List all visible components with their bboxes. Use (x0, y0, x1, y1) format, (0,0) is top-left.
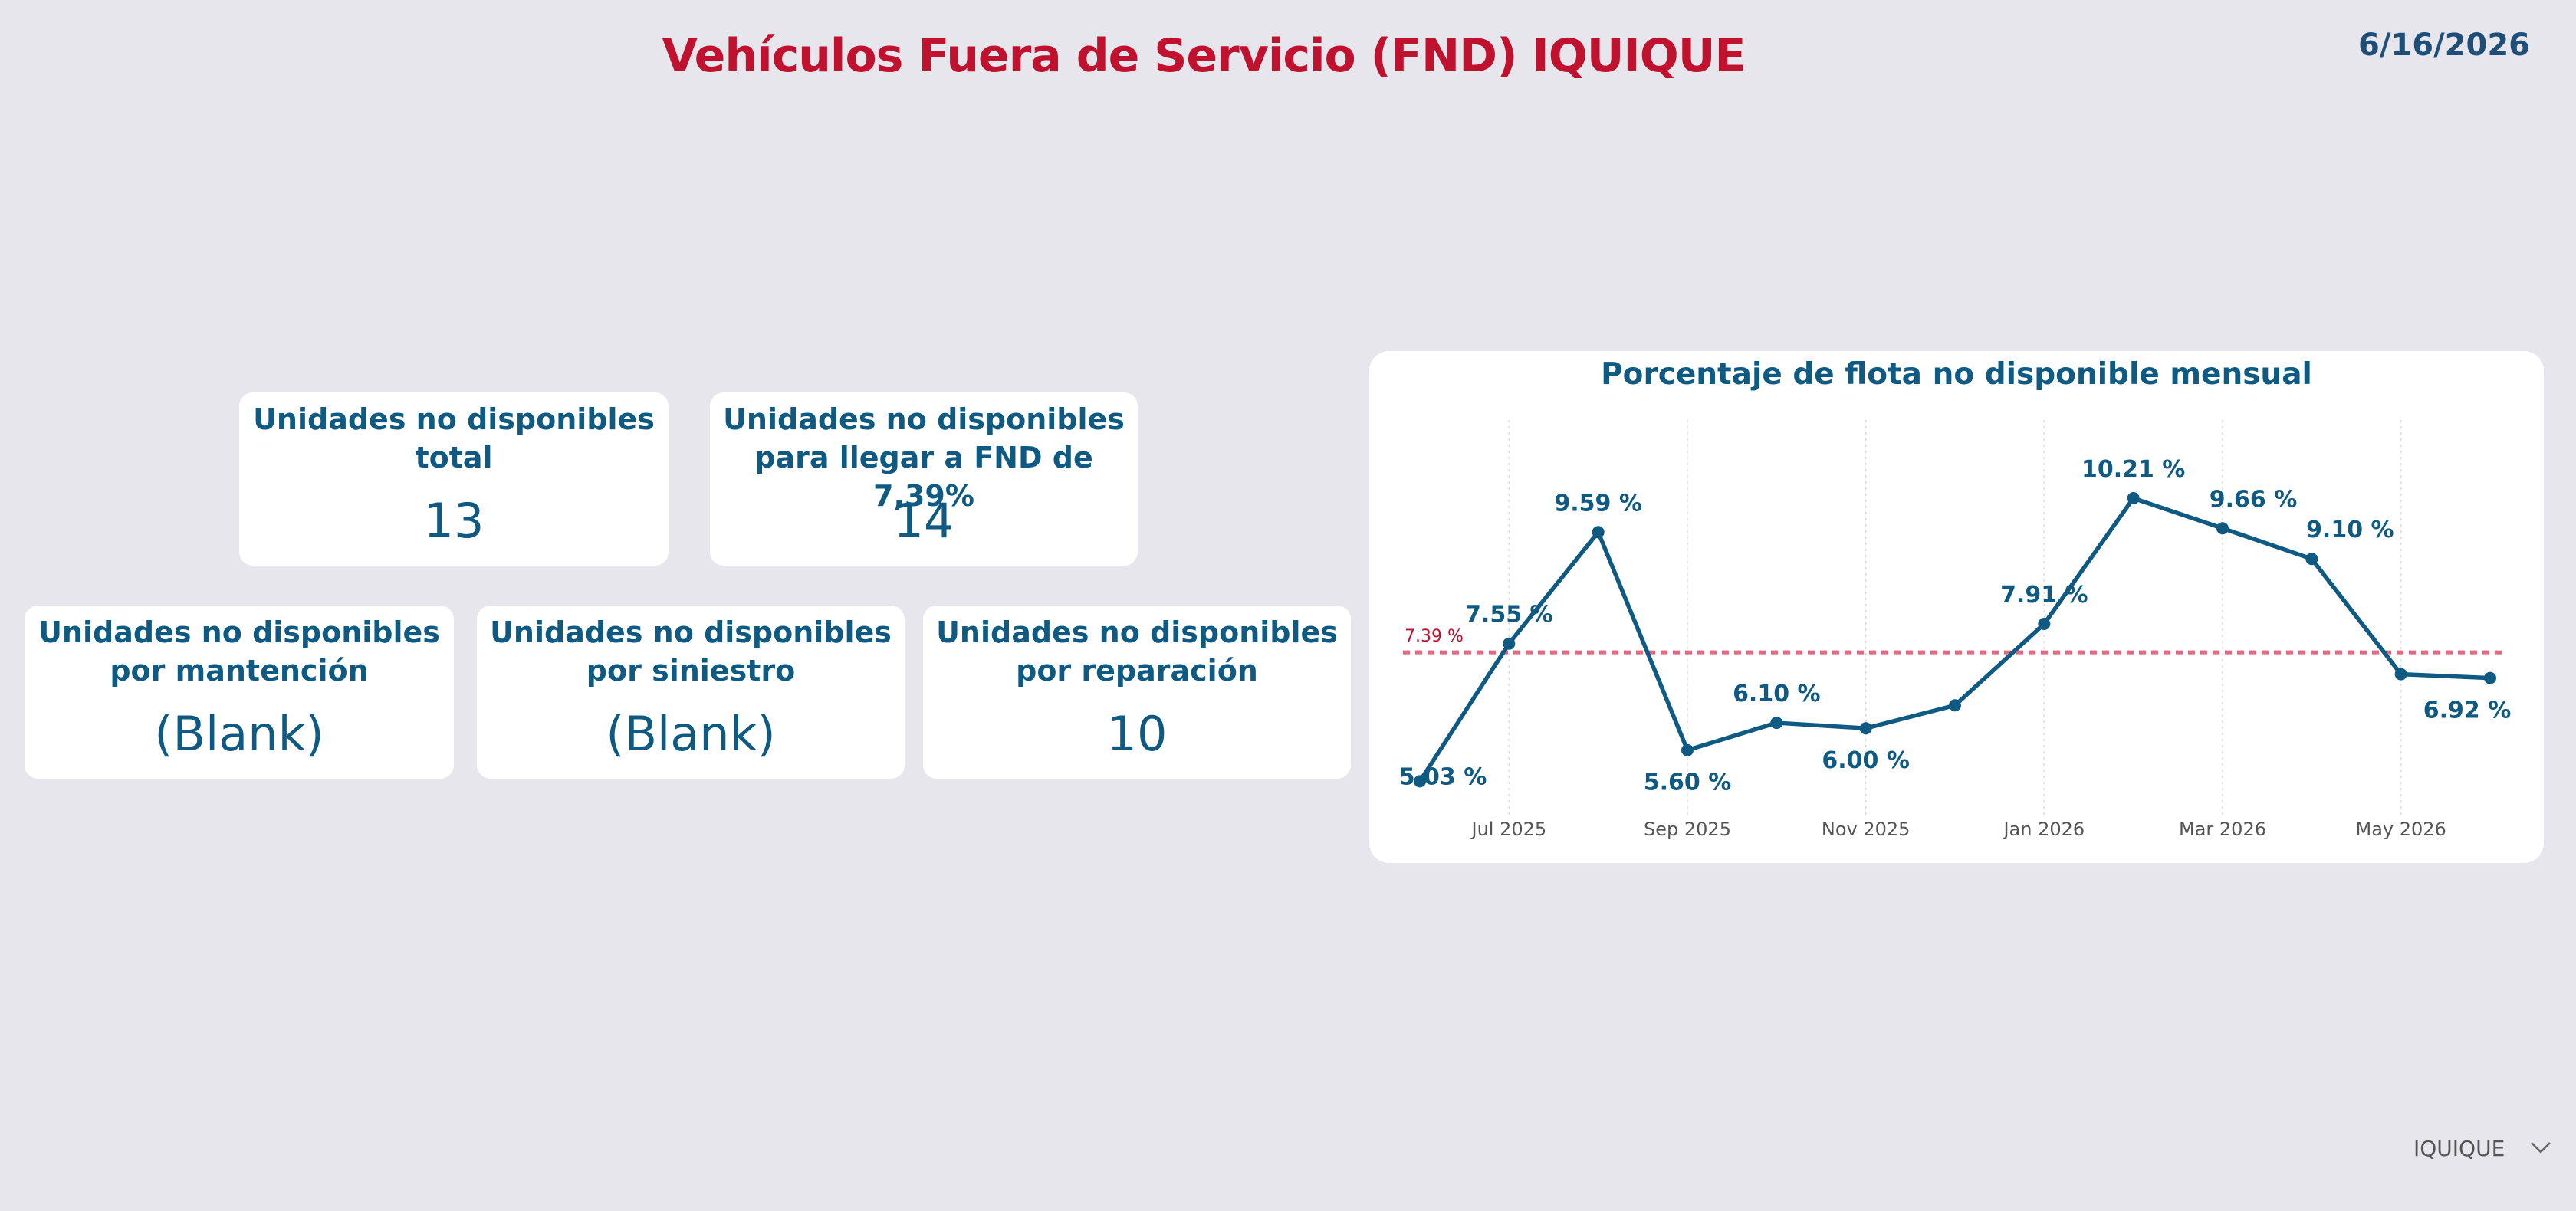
data-label: 5.60 % (1644, 770, 1732, 796)
data-point (2305, 553, 2318, 566)
card-reparacion-label-line1: Unidades no disponibles (936, 615, 1338, 649)
card-mantencion-label-line2: por mantención (110, 654, 369, 688)
card-reparacion-label: Unidades no disponibles por reparación (923, 613, 1351, 690)
card-mantencion[interactable]: Unidades no disponibles por mantención (… (25, 606, 454, 779)
data-point (1503, 637, 1516, 650)
data-point (1681, 743, 1694, 756)
card-siniestro[interactable]: Unidades no disponibles por siniestro (B… (477, 606, 905, 779)
data-point (1770, 717, 1783, 730)
data-label: 9.66 % (2210, 486, 2298, 513)
x-tick-label: May 2026 (2356, 819, 2446, 840)
card-siniestro-label-line1: Unidades no disponibles (490, 615, 892, 649)
card-target-value: 14 (893, 493, 955, 549)
card-target[interactable]: Unidades no disponibles para llegar a FN… (710, 392, 1138, 566)
card-total-label-line1: Unidades no disponibles (253, 402, 655, 436)
data-point (2038, 618, 2051, 631)
data-point (2394, 668, 2407, 681)
x-tick-label: Jan 2026 (2002, 819, 2085, 840)
card-mantencion-label-line1: Unidades no disponibles (38, 615, 440, 649)
card-target-label-line2: para llegar a FND de 7,39% (754, 441, 1093, 513)
card-mantencion-value: (Blank) (154, 706, 324, 762)
card-reparacion-label-line2: por reparación (1016, 654, 1258, 688)
data-label: 10.21 % (2082, 456, 2185, 483)
card-siniestro-label-line2: por siniestro (586, 654, 796, 688)
data-point (1592, 526, 1605, 539)
card-siniestro-value: (Blank) (606, 706, 776, 762)
chart-card[interactable]: Porcentaje de flota no disponible mensua… (1369, 351, 2544, 863)
card-reparacion[interactable]: Unidades no disponibles por reparación 1… (923, 606, 1351, 779)
chart-title: Porcentaje de flota no disponible mensua… (1601, 357, 2312, 392)
report-date: 6/16/2026 (2358, 28, 2530, 63)
reference-line-label: 7.39 % (1405, 627, 1464, 646)
card-target-label-line1: Unidades no disponibles (723, 402, 1125, 436)
card-total-value: 13 (423, 493, 485, 549)
data-label: 9.59 % (1554, 490, 1642, 517)
line-chart[interactable]: Jul 2025 Sep 2025 Nov 2025 Jan 2026 Mar 2026… (1369, 351, 2544, 863)
card-total[interactable]: Unidades no disponibles total 13 (239, 392, 669, 566)
card-siniestro-label: Unidades no disponibles por siniestro (477, 613, 905, 690)
card-total-label: Unidades no disponibles total (239, 400, 669, 477)
data-point (2127, 492, 2140, 505)
data-point (2484, 671, 2496, 684)
data-point (2216, 522, 2229, 535)
region-slicer-value[interactable]: IQUIQUE (2413, 1136, 2505, 1161)
card-target-label: Unidades no disponibles para llegar a FN… (710, 400, 1138, 515)
x-tick-label: Nov 2025 (1822, 819, 1911, 840)
card-total-label-line2: total (415, 441, 493, 474)
x-tick-label: Mar 2026 (2179, 819, 2266, 840)
card-reparacion-value: 10 (1106, 706, 1168, 762)
card-mantencion-label: Unidades no disponibles por mantención (25, 613, 454, 690)
chevron-down-icon[interactable] (2530, 1140, 2551, 1154)
data-point (1859, 722, 1872, 735)
data-label: 9.10 % (2306, 517, 2394, 543)
x-tick-label: Jul 2025 (1470, 819, 1546, 840)
x-tick-label: Sep 2025 (1644, 819, 1731, 840)
page-title: Vehículos Fuera de Servicio (FND) IQUIQU… (662, 29, 1746, 83)
data-label: 6.92 % (2423, 697, 2512, 724)
data-label: 6.00 % (1822, 747, 1910, 774)
data-label: 6.10 % (1733, 681, 1821, 707)
data-label: 7.91 % (2000, 582, 2088, 609)
data-point (1414, 775, 1426, 788)
data-point (1949, 699, 1961, 712)
data-label: 5.03 % (1399, 763, 1487, 790)
data-label: 7.55 % (1465, 602, 1553, 628)
report-canvas: Vehículos Fuera de Servicio (FND) IQUIQU… (0, 6, 2576, 1202)
